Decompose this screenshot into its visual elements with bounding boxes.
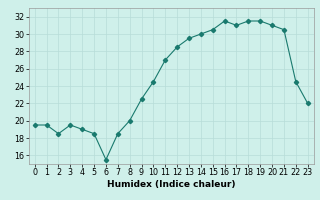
X-axis label: Humidex (Indice chaleur): Humidex (Indice chaleur) <box>107 180 236 189</box>
